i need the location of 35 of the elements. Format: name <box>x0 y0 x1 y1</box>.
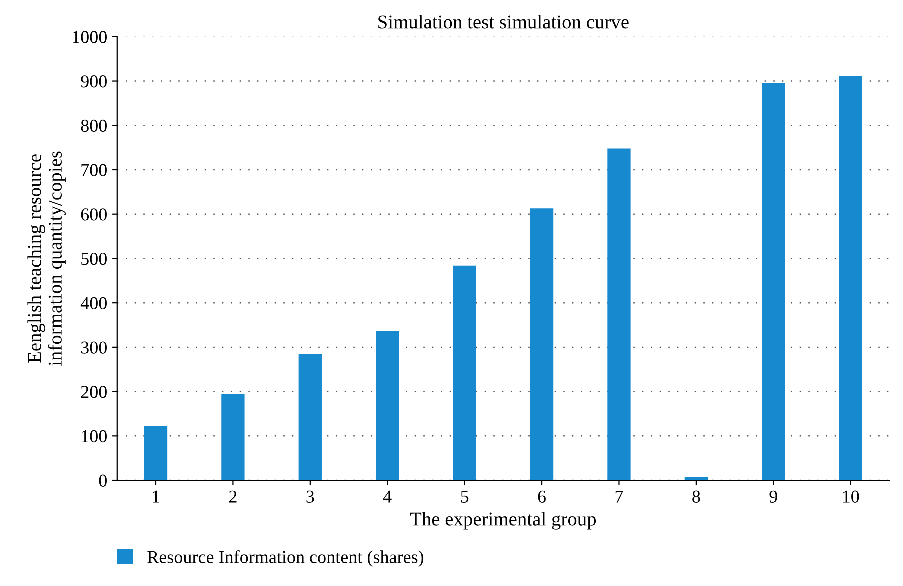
bar <box>298 354 322 481</box>
x-tick-label: 8 <box>692 490 700 503</box>
y-tick-label: 500 <box>82 252 107 266</box>
y-tick-label: 1000 <box>73 31 107 44</box>
bar <box>839 76 862 481</box>
bar <box>608 148 631 481</box>
bar <box>376 331 400 481</box>
y-tick-label: 800 <box>81 120 107 132</box>
bar <box>144 426 168 481</box>
y-tick-label: 400 <box>80 297 107 310</box>
y-tick-label: 200 <box>81 386 107 398</box>
x-tick-label: 6 <box>538 490 546 503</box>
chart-title: Simulation test simulation curve <box>378 15 629 29</box>
x-axis-title: The experimental group <box>410 512 596 530</box>
bar <box>222 394 245 481</box>
y-tick-label: 0 <box>99 474 107 487</box>
x-tick-label: 7 <box>616 490 624 503</box>
y-tick-label: 700 <box>82 164 107 176</box>
x-tick-label: 5 <box>461 490 469 503</box>
bar <box>453 266 476 481</box>
x-tick-label: 3 <box>306 490 314 503</box>
y-tick-label: 900 <box>81 76 107 88</box>
y-axis-title: Eenglish teaching resource information quantity/copies <box>28 152 66 366</box>
y-tick-label: 600 <box>81 208 107 221</box>
x-tick-label: 10 <box>843 490 860 503</box>
bar <box>684 477 708 481</box>
bar <box>762 83 786 481</box>
x-tick-label: 9 <box>770 490 778 503</box>
legend-label: Resource Information content (shares) <box>148 550 424 568</box>
x-tick-label: 1 <box>153 490 160 503</box>
x-tick-label: 4 <box>383 490 392 503</box>
bar <box>530 208 554 481</box>
x-tick-label: 2 <box>229 490 237 503</box>
y-tick-label: 300 <box>81 342 107 354</box>
y-tick-label: 100 <box>82 430 107 443</box>
